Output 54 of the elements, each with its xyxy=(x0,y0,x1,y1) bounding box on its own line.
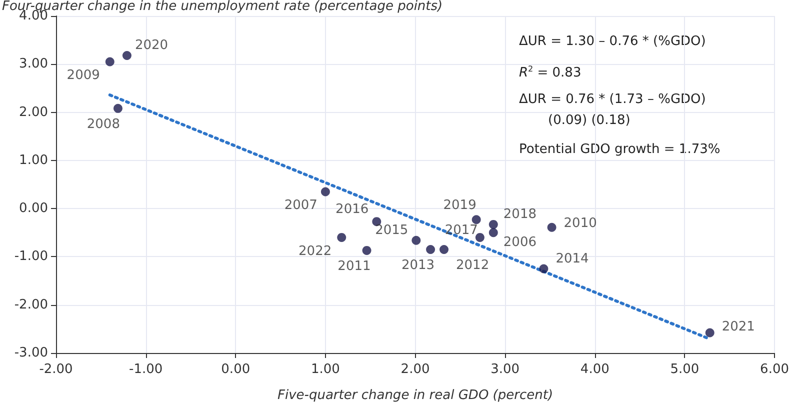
x-tick-label: 0.00 xyxy=(221,362,250,377)
point xyxy=(472,215,481,224)
series-label: 2007 xyxy=(284,198,318,214)
point xyxy=(426,244,436,254)
annotation: ΔUR = 0.76 * (1.73 – %GDO) xyxy=(519,92,706,107)
y-tick-label: 3.00 xyxy=(19,56,48,72)
y-tick-label: -1.00 xyxy=(14,249,48,264)
series-label: 2013 xyxy=(401,258,435,273)
series-label: 2020 xyxy=(134,38,168,53)
annotation: (0.09) (0.18) xyxy=(548,113,630,128)
series-label: 2009 xyxy=(66,68,100,84)
point xyxy=(320,187,330,196)
series-label: 2015 xyxy=(375,222,408,238)
x-tick-label: 6.00 xyxy=(760,362,790,377)
point xyxy=(539,264,548,274)
x-tick-label: 5.00 xyxy=(670,362,700,377)
point xyxy=(488,228,498,238)
series-label: 2018 xyxy=(503,206,536,222)
series-label: 2010 xyxy=(564,216,597,231)
point xyxy=(488,220,498,229)
series-label: 2014 xyxy=(556,251,589,266)
point xyxy=(113,104,122,113)
point xyxy=(105,57,114,66)
x-tick-label: 1.00 xyxy=(310,362,340,377)
series-label: 2008 xyxy=(86,116,120,132)
y-tick-label: 1.00 xyxy=(19,152,48,168)
y-tick-label: 0.00 xyxy=(19,201,48,216)
y-tick-label: 2.00 xyxy=(19,104,48,120)
point xyxy=(412,236,421,245)
x-tick-label: -2.00 xyxy=(39,362,73,377)
point xyxy=(475,232,484,242)
series-label: 2019 xyxy=(443,198,476,214)
series-label: 2012 xyxy=(456,258,490,273)
y-tick-label: -3.00 xyxy=(14,346,48,360)
point xyxy=(337,232,346,242)
series-label: 2017 xyxy=(444,222,478,238)
point xyxy=(705,328,714,338)
series-label: 2021 xyxy=(722,319,755,334)
annotation: Potential GDO growth = 1.73% xyxy=(519,142,720,157)
annotation: ΔUR = 1.30 – 0.76 * (%GDO) xyxy=(519,34,706,49)
x-tick-label: -1.00 xyxy=(128,362,163,377)
y-tick-label: -2.00 xyxy=(14,297,48,312)
x-tick-label: 4.00 xyxy=(580,362,610,377)
series-label: 2006 xyxy=(503,235,536,250)
series-label: 2016 xyxy=(336,202,369,218)
x-tick-label: 3.00 xyxy=(490,362,520,377)
point xyxy=(547,222,556,232)
point xyxy=(122,50,132,60)
point xyxy=(362,246,372,255)
series-label: 2011 xyxy=(338,258,371,274)
x-axis-title: Five-quarter change in real GDO (percent) xyxy=(278,388,554,403)
x-tick-label: 2.00 xyxy=(400,362,430,377)
point xyxy=(440,244,449,254)
series-label: 2022 xyxy=(298,244,332,259)
